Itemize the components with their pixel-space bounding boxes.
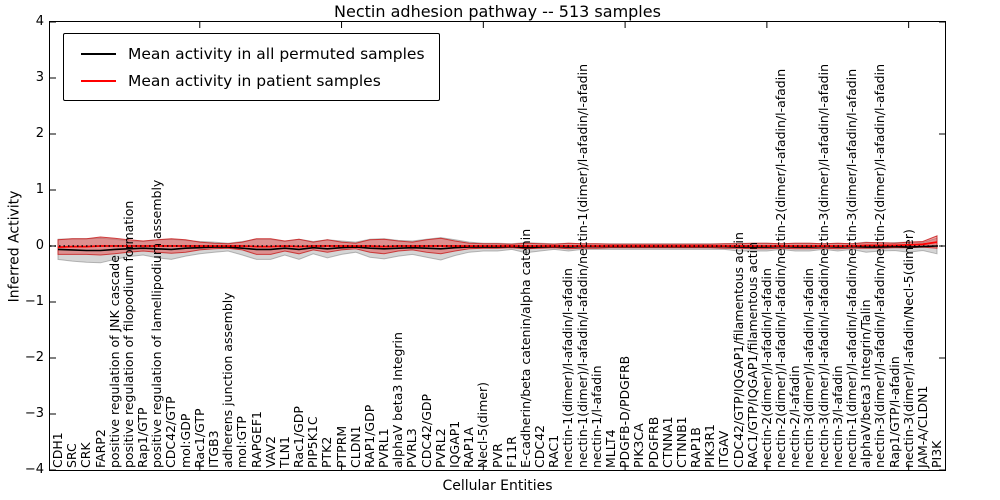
y-tick-label: 0: [35, 238, 44, 253]
x-tick-label: PDGFRB: [645, 416, 661, 468]
x-tick-label: VAV2: [262, 435, 278, 468]
x-tick-label: MLLT4: [602, 429, 618, 468]
x-tick-label: RAP1/GDP: [361, 404, 377, 468]
x-tick-label: nectin-2(dimer)/l-afadin/l-afadin/nectin…: [773, 68, 788, 468]
legend-line-patient: [81, 79, 116, 82]
x-tick-label: CDC42: [532, 425, 547, 468]
tick-marks: [50, 22, 945, 470]
x-tick-label: PTK2: [319, 436, 335, 468]
x-tick-label: PTPRM: [333, 425, 349, 468]
chart-title: Nectin adhesion pathway -- 513 samples: [334, 2, 661, 21]
y-tick-label: 2: [35, 126, 44, 141]
x-tick-label: JAM-A/CLDN1: [914, 385, 930, 468]
x-tick-label: Rac1/GTP: [191, 408, 207, 468]
x-tick-label: adherens junction assembly: [220, 292, 236, 468]
y-tick-label: 3: [35, 70, 44, 85]
x-axis-label: Cellular Entities: [442, 478, 553, 494]
legend-line-permuted: [81, 52, 116, 55]
x-tick-label: nectin-3(dimer)/l-afadin/l-afadin/nectin…: [872, 63, 888, 468]
x-tick-label: CRK: [78, 442, 94, 468]
x-tick-label: CDC42/GTP/IQGAP1/filamentous actin: [730, 232, 746, 468]
x-tick-label: PI3K: [929, 440, 944, 468]
legend-label-patient: Mean activity in patient samples: [128, 71, 381, 90]
x-tick-label: nectin-1/l-afadin: [588, 365, 604, 469]
x-tick-label: ITGAV: [716, 430, 732, 468]
x-tick-label: CTNNB1: [673, 416, 689, 468]
x-tick-label: E-cadherin/beta catenin/alpha catenin: [517, 228, 533, 468]
x-tick-label: FARP2: [92, 429, 108, 468]
x-tick-label: PIK3CA: [631, 423, 647, 468]
x-tick-label: mol:GDP: [177, 413, 193, 468]
x-tick-label: nectin-1(dimer)/l-afadin/l-afadin/nectin…: [843, 68, 859, 468]
x-tick-label: alphaV/beta3 Integrin/Talin: [858, 299, 874, 469]
x-tick-label: nectin-3/l-afadin: [829, 365, 845, 469]
x-tick-label: RAP1B: [688, 427, 703, 468]
x-tick-label: RAC1/GTP/IQGAP1/filamentous actin: [744, 241, 760, 468]
legend-row-permuted: Mean activity in all permuted samples: [81, 40, 425, 67]
x-tick-label: CDC42/GDP: [418, 393, 434, 468]
legend-row-patient: Mean activity in patient samples: [81, 67, 425, 94]
y-tick-label: 1: [35, 182, 44, 197]
legend: Mean activity in all permuted samples Me…: [63, 33, 440, 101]
x-tick-label: PVR: [489, 443, 505, 468]
y-tick-label: −1: [24, 294, 44, 309]
x-tick-label: Necl-5(dimer): [475, 381, 491, 468]
plot-area: CDH1 SRC CRK FARP2 positive regulation of JN…: [49, 21, 946, 471]
x-tick-label: PDGFB-D/PDGFRB: [617, 355, 633, 468]
x-tick-label: CDH1: [50, 432, 65, 468]
x-tick-label: Rap1/GTP: [135, 407, 151, 468]
x-tick-label: F11R: [503, 436, 519, 468]
x-tick-label: PVRL3: [404, 428, 420, 468]
x-tick-label: TLN1: [276, 436, 292, 468]
x-tick-label: Rap1/GTP/l-afadin: [886, 356, 902, 468]
y-tick-label: −4: [24, 462, 44, 477]
x-tick-label: Rac1/GDP: [291, 406, 306, 468]
y-tick-label: −3: [24, 406, 44, 421]
x-tick-label: nectin-3(dimer)/l-afadin/l-afadin/nectin…: [815, 63, 831, 468]
x-tick-label: PVRL2: [432, 428, 448, 468]
y-tick-label: −2: [24, 350, 44, 365]
x-tick-label: PVRL1: [376, 428, 392, 468]
x-tick-label: ITGB3: [206, 430, 221, 468]
x-tick-label: mol:GTP: [234, 416, 250, 468]
x-tick-label: nectin-2(dimer)/l-afadin/l-afadin: [758, 268, 774, 468]
y-tick-label: 4: [35, 14, 44, 29]
x-tick-label: CDC42/GTP: [163, 396, 179, 468]
x-tick-label: nectin-3(dimer)/l-afadin/l-afadin: [801, 268, 817, 468]
x-tick-label: CTNNA1: [659, 416, 675, 468]
legend-label-permuted: Mean activity in all permuted samples: [128, 44, 425, 63]
x-tick-label: nectin-3(dimer)/l-afadin/Necl-5(dimer): [900, 229, 916, 468]
x-tick-label: RAP1A: [461, 427, 477, 468]
x-tick-label: nectin-1(dimer)/l-afadin/l-afadin: [560, 268, 576, 468]
x-tick-label: CLDN1: [347, 425, 363, 468]
x-tick-label: RAPGEF1: [248, 411, 264, 468]
x-tick-label: nectin-1(dimer)/l-afadin/l-afadin/nectin…: [574, 63, 590, 468]
x-tick-label: positive regulation of filopodium format…: [120, 200, 136, 468]
x-tick-label: positive regulation of JNK cascade: [106, 255, 122, 468]
x-tick-label: IQGAP1: [447, 420, 462, 468]
